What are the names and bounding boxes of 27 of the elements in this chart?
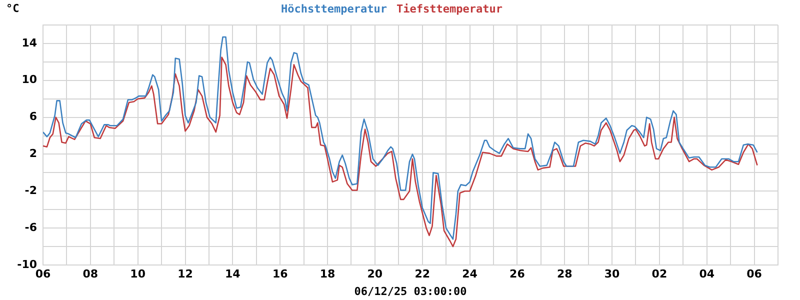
x-tick-label: 08 (82, 267, 98, 280)
x-tick-label: 24 (462, 267, 478, 280)
x-tick-label: 16 (272, 267, 288, 280)
x-tick-label: 04 (699, 267, 715, 280)
y-tick-label: 2 (29, 147, 37, 160)
text: 06/12/25 03:00:00 (354, 285, 467, 298)
y-tick-label: 6 (29, 110, 38, 124)
x-tick-label: 26 (510, 267, 526, 280)
x-tick-label: 30 (604, 267, 620, 280)
x-tick-label: 22 (414, 267, 430, 280)
x-tick-label: 06 (746, 267, 762, 280)
y-tick-label: -6 (24, 220, 38, 234)
x-tick-label: 14 (225, 267, 241, 280)
y-tick-label: 14 (22, 36, 38, 50)
x-tick-label: 20 (367, 267, 383, 280)
y-tick-label: -10 (17, 258, 38, 271)
x-tick-label: 02 (652, 267, 668, 280)
y-axis-title: °C (6, 2, 20, 15)
y-tick-label: 10 (22, 73, 38, 86)
text: Höchsttemperatur (281, 2, 388, 16)
x-tick-label: 28 (556, 267, 572, 280)
text: Tiefsttemperatur (396, 2, 503, 16)
y-tick-label: -2 (24, 184, 37, 198)
x-tick-label: 12 (178, 267, 193, 280)
x-tick-label: 10 (130, 267, 146, 280)
x-tick-label: 18 (320, 267, 336, 280)
x-tick-label: 06 (35, 267, 51, 280)
